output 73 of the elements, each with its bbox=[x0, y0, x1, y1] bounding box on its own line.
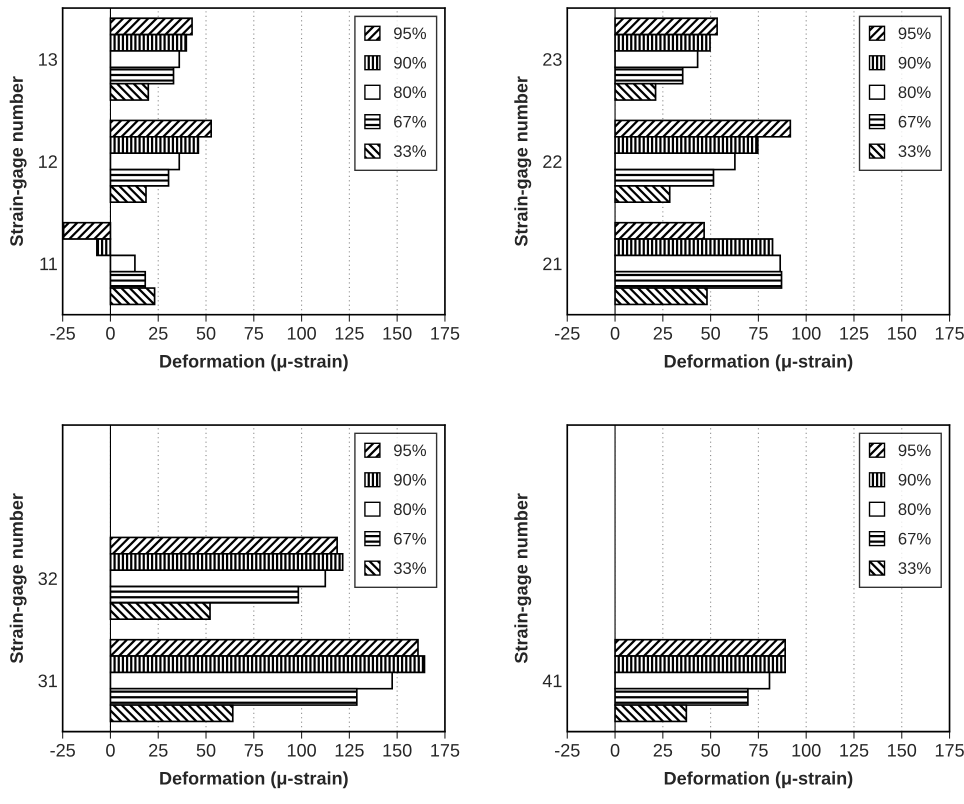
x-tick-label: 100 bbox=[288, 744, 316, 757]
x-axis-title: Deformation (μ-strain) bbox=[664, 771, 852, 788]
x-axis-title: Deformation (μ-strain) bbox=[160, 354, 348, 372]
legend-label: 90% bbox=[394, 474, 426, 486]
x-tick-label: 0 bbox=[106, 326, 115, 340]
x-tick-label: -25 bbox=[555, 326, 580, 340]
y-tick-label: 22 bbox=[543, 155, 562, 168]
legend-label: 33% bbox=[898, 145, 931, 158]
legend-label: 67% bbox=[394, 532, 426, 545]
x-tick-label: 25 bbox=[654, 744, 672, 757]
x-tick-label: 175 bbox=[431, 744, 460, 757]
x-tick-label: 150 bbox=[383, 326, 412, 340]
x-tick-label: 75 bbox=[749, 327, 768, 340]
x-tick-label: 0 bbox=[610, 326, 620, 340]
legend-label: 80% bbox=[898, 503, 931, 516]
y-axis-title: Strain-gage number bbox=[10, 493, 27, 664]
x-tick-label: -25 bbox=[555, 744, 580, 757]
legend-label: 80% bbox=[394, 503, 426, 516]
legend-label: 33% bbox=[394, 145, 426, 158]
y-axis-title: Strain-gage number bbox=[514, 76, 532, 246]
y-tick-label: 12 bbox=[39, 155, 57, 168]
x-tick-label: 125 bbox=[840, 326, 868, 340]
x-tick-label: 50 bbox=[701, 744, 720, 757]
x-tick-label: 100 bbox=[792, 744, 821, 757]
legend-label: 90% bbox=[394, 56, 426, 69]
x-tick-label: 75 bbox=[749, 744, 768, 757]
x-axis-title: Deformation (μ-strain) bbox=[664, 354, 852, 372]
x-tick-label: 75 bbox=[244, 327, 264, 340]
x-tick-label: 50 bbox=[196, 326, 216, 340]
legend-label: 67% bbox=[898, 116, 931, 128]
x-axis-title: Deformation (μ-strain) bbox=[160, 771, 348, 788]
legend-label: 80% bbox=[898, 86, 931, 98]
legend-label: 95% bbox=[898, 27, 931, 40]
x-tick-label: 75 bbox=[244, 744, 264, 757]
x-tick-label: 150 bbox=[383, 744, 412, 757]
legend-label: 67% bbox=[394, 116, 426, 128]
x-tick-label: -25 bbox=[50, 326, 75, 340]
x-tick-label: 100 bbox=[288, 326, 316, 340]
legend-label: 90% bbox=[898, 56, 931, 69]
x-tick-label: 25 bbox=[149, 744, 168, 757]
x-tick-label: 25 bbox=[149, 326, 168, 340]
legend-label: 33% bbox=[898, 562, 931, 574]
y-tick-label: 32 bbox=[38, 572, 57, 586]
x-tick-label: 150 bbox=[888, 744, 916, 757]
x-tick-label: 25 bbox=[654, 326, 672, 340]
legend-label: 95% bbox=[898, 444, 931, 456]
y-tick-label: 23 bbox=[543, 53, 562, 66]
y-axis-title: Strain-gage number bbox=[10, 76, 27, 246]
x-tick-label: 100 bbox=[792, 326, 821, 340]
x-tick-label: 125 bbox=[840, 744, 868, 757]
x-tick-label: 50 bbox=[196, 744, 216, 757]
x-tick-label: 175 bbox=[431, 327, 460, 340]
legend-label: 67% bbox=[898, 532, 931, 545]
y-tick-label: 13 bbox=[39, 53, 58, 66]
legend-label: 80% bbox=[394, 86, 426, 98]
legend-label: 90% bbox=[898, 474, 931, 486]
x-tick-label: 175 bbox=[936, 327, 964, 340]
x-tick-label: 0 bbox=[106, 744, 115, 757]
x-tick-label: 125 bbox=[336, 326, 364, 340]
y-tick-label: 41 bbox=[542, 674, 562, 688]
legend-label: 33% bbox=[394, 562, 426, 574]
x-tick-label: 150 bbox=[888, 326, 916, 340]
x-tick-label: 175 bbox=[936, 744, 964, 757]
x-tick-label: 50 bbox=[701, 326, 720, 340]
x-tick-label: 125 bbox=[336, 744, 364, 757]
y-axis-title: Strain-gage number bbox=[514, 493, 532, 664]
x-tick-label: -25 bbox=[50, 744, 75, 757]
legend-label: 95% bbox=[394, 444, 426, 456]
y-tick-label: 11 bbox=[40, 258, 57, 270]
x-tick-label: 0 bbox=[610, 744, 620, 757]
y-tick-label: 31 bbox=[38, 674, 57, 688]
y-tick-label: 21 bbox=[543, 257, 562, 270]
legend-label: 95% bbox=[394, 27, 426, 40]
